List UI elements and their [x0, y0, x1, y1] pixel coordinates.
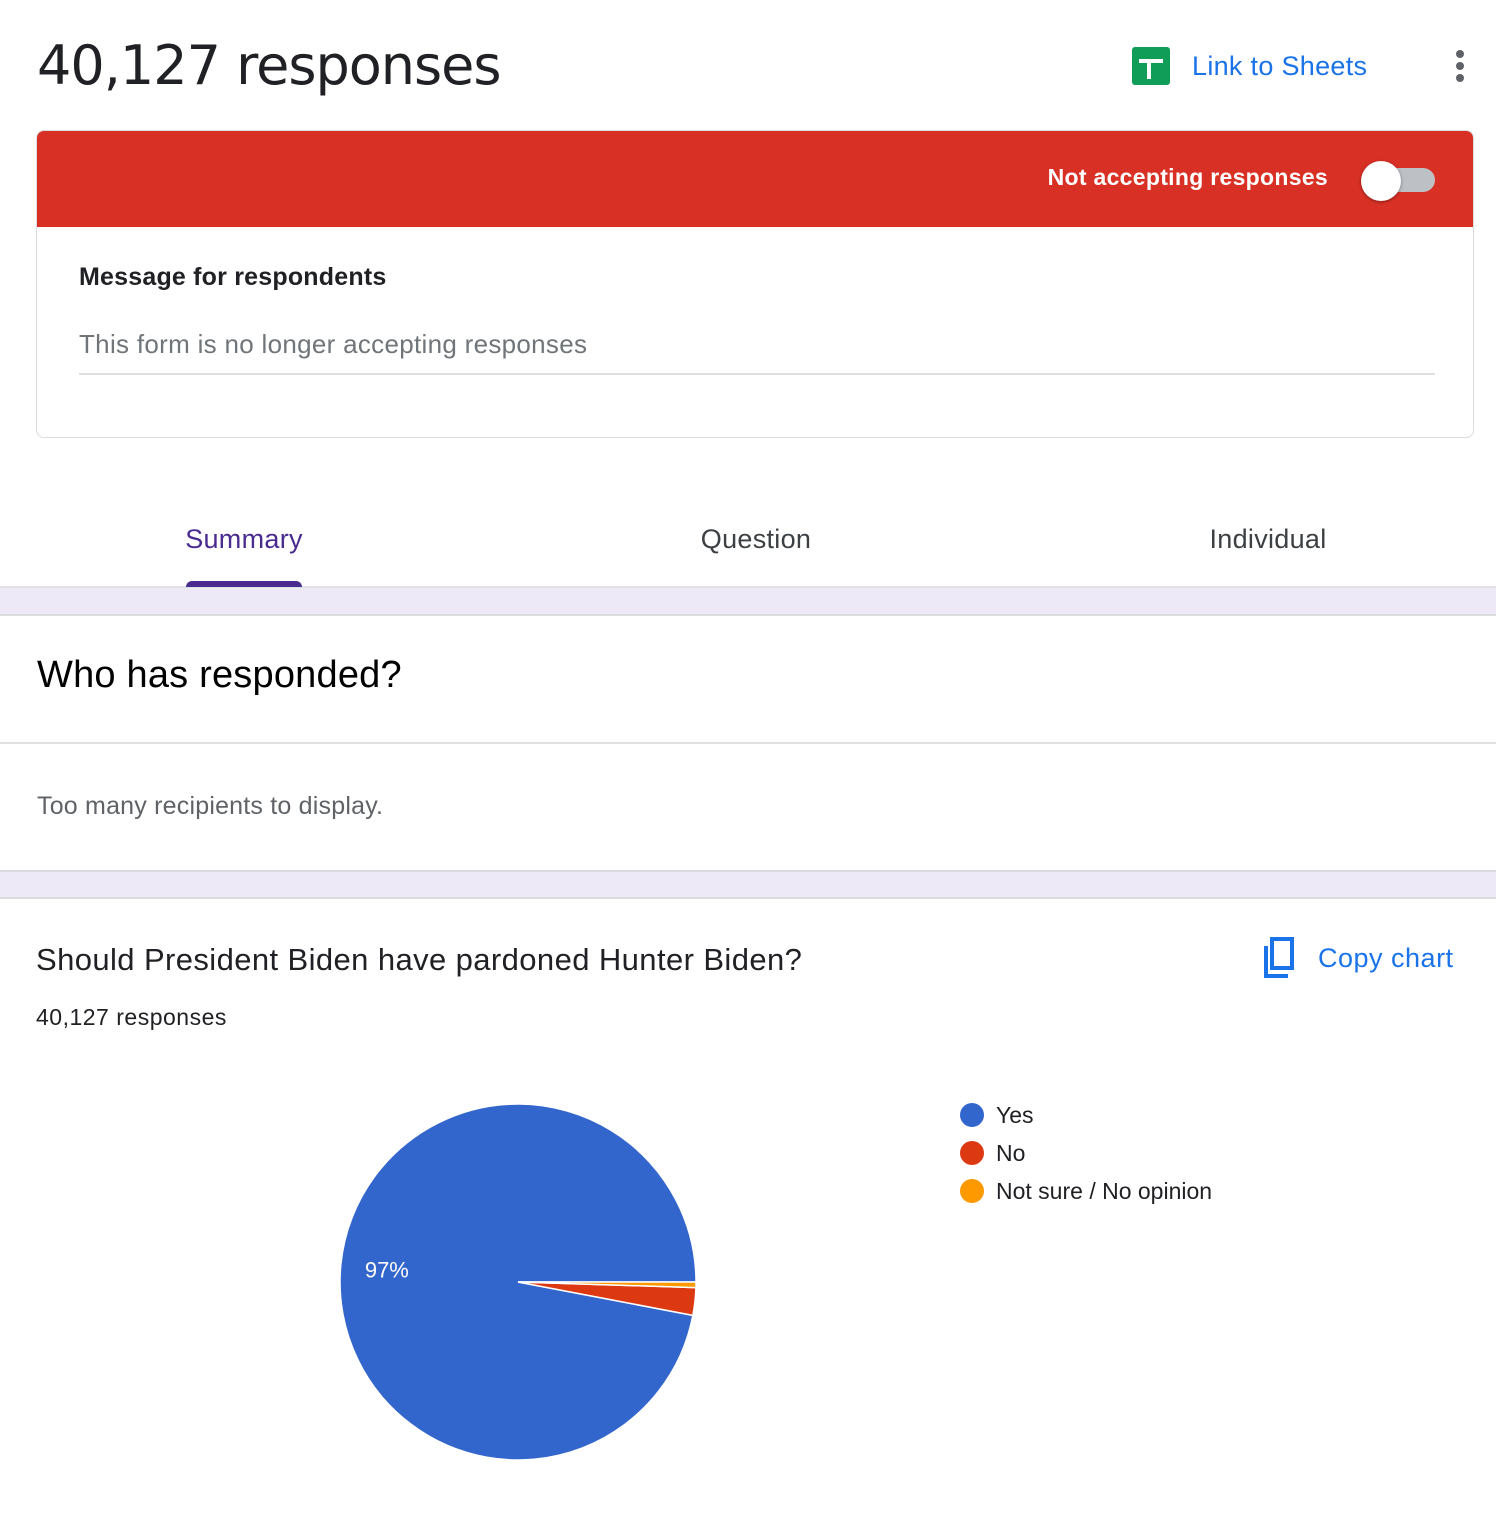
pie-data-label: 97%: [365, 1258, 409, 1283]
accepting-responses-toggle[interactable]: [1361, 161, 1435, 201]
legend-item: Not sure / No opinion: [960, 1172, 1212, 1210]
message-heading: Message for respondents: [79, 263, 387, 291]
more-options-button[interactable]: [1448, 46, 1472, 86]
copy-chart-label: Copy chart: [1318, 942, 1454, 973]
who-responded-title: Who has responded?: [37, 654, 402, 696]
active-tab-indicator: [186, 581, 302, 587]
question-response-count: 40,127 responses: [36, 1004, 227, 1030]
tab-individual[interactable]: Individual: [1209, 524, 1327, 554]
section-separator: [0, 870, 1496, 899]
responses-count-title: 40,127 responses: [37, 34, 502, 97]
recipients-note: Too many recipients to display.: [37, 792, 384, 820]
legend-item: Yes: [960, 1096, 1212, 1134]
divider: [0, 742, 1496, 744]
link-to-sheets-button[interactable]: Link to Sheets: [1132, 46, 1367, 86]
tab-summary[interactable]: Summary: [185, 524, 303, 554]
pie-legend: Yes No Not sure / No opinion: [960, 1096, 1212, 1210]
legend-label: Yes: [996, 1101, 1034, 1128]
response-tabs: Summary Question Individual: [0, 500, 1496, 588]
legend-swatch: [960, 1141, 984, 1165]
legend-label: Not sure / No opinion: [996, 1177, 1213, 1204]
link-to-sheets-label: Link to Sheets: [1192, 50, 1368, 81]
question-title: Should President Biden have pardoned Hun…: [36, 942, 803, 977]
copy-chart-button[interactable]: Copy chart: [1258, 936, 1454, 980]
legend-swatch: [960, 1103, 984, 1127]
pie-slice-yes: [339, 1103, 697, 1461]
accepting-responses-card: Not accepting responses Message for resp…: [36, 130, 1474, 438]
section-separator: [0, 588, 1496, 616]
google-sheets-icon: [1132, 47, 1170, 85]
accepting-status-label: Not accepting responses: [1047, 164, 1328, 190]
toggle-knob: [1361, 161, 1401, 201]
legend-label: No: [996, 1139, 1026, 1166]
copy-icon: [1264, 937, 1294, 978]
more-vert-icon: [1456, 50, 1464, 58]
pie-slice-not-sure-no-opinion: [517, 1281, 697, 1289]
responses-pie-chart: 97%: [339, 1103, 697, 1461]
respondent-message-field[interactable]: This form is no longer accepting respons…: [79, 329, 1435, 375]
tab-question[interactable]: Question: [700, 524, 812, 554]
legend-item: No: [960, 1134, 1212, 1172]
not-accepting-banner: Not accepting responses: [37, 131, 1473, 227]
legend-swatch: [960, 1179, 984, 1203]
